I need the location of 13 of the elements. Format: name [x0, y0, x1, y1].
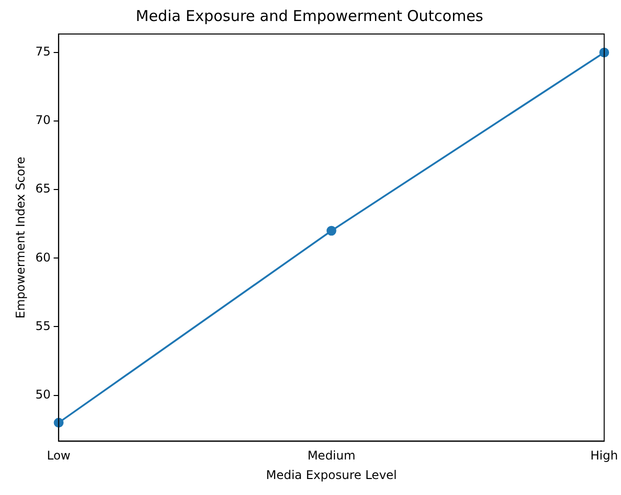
y-tick-label: 75 [35, 44, 51, 59]
chart-title: Media Exposure and Empowerment Outcomes [136, 6, 484, 25]
x-axis-title: Media Exposure Level [266, 468, 397, 482]
x-tick-label: Low [46, 448, 71, 463]
y-tick-label: 60 [35, 250, 51, 264]
y-tick-label: 50 [35, 387, 51, 402]
y-tick-label: 55 [35, 318, 51, 333]
point [326, 226, 336, 236]
y-tick-label: 65 [35, 182, 51, 196]
x-tick-label: High [590, 448, 618, 463]
x-tick-label: Medium [307, 448, 356, 463]
y-axis-title: Empowerment Index Score [13, 156, 28, 319]
y-tick-label: 70 [35, 113, 51, 128]
